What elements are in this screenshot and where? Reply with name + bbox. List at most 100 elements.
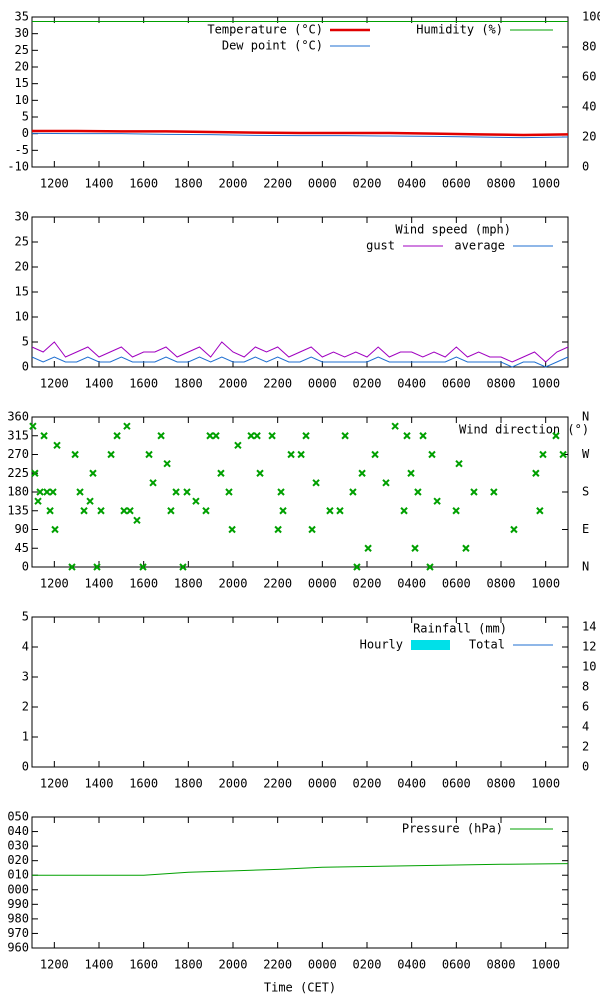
y-tick-label: 45 bbox=[15, 541, 29, 555]
x-tick-label: 0000 bbox=[308, 777, 337, 791]
x-tick-label: 2200 bbox=[263, 177, 292, 191]
direction-point bbox=[349, 488, 357, 496]
legend-label: Temperature (°C) bbox=[207, 23, 323, 37]
direction-point bbox=[145, 450, 153, 459]
x-tick-label: 0800 bbox=[487, 577, 516, 591]
x-tick-label: 0200 bbox=[353, 377, 382, 391]
y2-tick-label: 40 bbox=[582, 100, 596, 114]
direction-point bbox=[40, 432, 48, 440]
series-line bbox=[32, 863, 569, 876]
x-tick-label: 0800 bbox=[487, 958, 516, 972]
y-tick-label: 5 bbox=[22, 110, 29, 124]
direction-point bbox=[225, 488, 233, 496]
direction-point bbox=[455, 459, 463, 468]
y-tick-label: -5 bbox=[15, 143, 29, 157]
plot-border bbox=[31, 416, 569, 568]
y2-tick-label: N bbox=[582, 410, 589, 424]
x-axis-label: Time (CET) bbox=[264, 981, 336, 995]
x-tick-label: 0200 bbox=[353, 177, 382, 191]
x-tick-label: 1000 bbox=[531, 777, 560, 791]
y-tick-label: 5 bbox=[22, 335, 29, 349]
direction-point bbox=[139, 563, 147, 571]
direction-point bbox=[120, 507, 128, 515]
x-tick-label: 0400 bbox=[397, 577, 426, 591]
direction-point bbox=[157, 432, 165, 440]
direction-point bbox=[411, 544, 419, 552]
y-tick-label: 990 bbox=[7, 897, 29, 911]
direction-point bbox=[419, 432, 427, 440]
plot-border bbox=[31, 816, 569, 949]
y-tick-label: 020 bbox=[7, 853, 29, 867]
direction-point bbox=[167, 507, 175, 515]
direction-point bbox=[113, 432, 121, 440]
legend-label: Total bbox=[469, 638, 505, 652]
direction-point bbox=[253, 432, 261, 440]
y-tick-label: 4 bbox=[22, 640, 29, 654]
y2-tick-label: 20 bbox=[582, 130, 596, 144]
legend-label: gust bbox=[366, 239, 395, 253]
direction-point bbox=[76, 488, 84, 496]
x-tick-label: 1800 bbox=[174, 958, 203, 972]
direction-point bbox=[268, 432, 276, 440]
y-tick-label: 315 bbox=[7, 428, 29, 442]
direction-point bbox=[202, 507, 210, 515]
direction-point bbox=[133, 516, 141, 525]
x-tick-label: 0200 bbox=[353, 777, 382, 791]
y-tick-label: 000 bbox=[7, 882, 29, 896]
direction-point bbox=[86, 497, 94, 505]
x-tick-label: 0200 bbox=[353, 958, 382, 972]
direction-point bbox=[414, 488, 422, 496]
y2-tick-label: 2 bbox=[582, 740, 589, 754]
x-tick-label: 1200 bbox=[40, 577, 69, 591]
x-tick-label: 1400 bbox=[85, 958, 114, 972]
y-tick-label: 5 bbox=[22, 610, 29, 624]
direction-point bbox=[539, 450, 547, 459]
x-tick-label: 1000 bbox=[531, 577, 560, 591]
x-tick-label: 1400 bbox=[85, 177, 114, 191]
y-tick-label: 20 bbox=[15, 260, 29, 274]
direction-point bbox=[433, 497, 441, 505]
y2-tick-label: N bbox=[582, 560, 589, 574]
direction-point bbox=[536, 507, 544, 515]
x-tick-label: 1000 bbox=[531, 958, 560, 972]
series-line bbox=[32, 129, 569, 137]
x-tick-label: 2200 bbox=[263, 777, 292, 791]
chart-title: Wind direction (°) bbox=[459, 423, 589, 437]
y-tick-label: 980 bbox=[7, 911, 29, 925]
x-tick-label: 0400 bbox=[397, 377, 426, 391]
x-tick-label: 0200 bbox=[353, 577, 382, 591]
y-tick-label: 90 bbox=[15, 522, 29, 536]
x-tick-label: 1800 bbox=[174, 177, 203, 191]
direction-point bbox=[277, 488, 285, 496]
x-tick-label: 2000 bbox=[219, 777, 248, 791]
direction-point bbox=[179, 563, 187, 571]
direction-point bbox=[36, 488, 44, 496]
legend-label: Humidity (%) bbox=[416, 23, 503, 37]
y2-tick-label: 4 bbox=[582, 720, 589, 734]
y2-tick-label: 60 bbox=[582, 70, 596, 84]
direction-point bbox=[407, 469, 415, 477]
direction-point bbox=[206, 432, 214, 440]
y-tick-label: 15 bbox=[15, 285, 29, 299]
direction-point bbox=[163, 459, 171, 468]
direction-point bbox=[326, 507, 334, 515]
x-tick-label: 1600 bbox=[129, 377, 158, 391]
direction-point bbox=[183, 488, 191, 496]
x-tick-label: 0000 bbox=[308, 958, 337, 972]
chart-title: Wind speed (mph) bbox=[395, 223, 511, 237]
series-line bbox=[31, 341, 569, 363]
direction-point bbox=[308, 525, 316, 534]
y-tick-label: 135 bbox=[7, 503, 29, 517]
y2-tick-label: 80 bbox=[582, 40, 596, 54]
direction-point bbox=[462, 544, 470, 552]
direction-point bbox=[302, 432, 310, 440]
y-tick-label: 0 bbox=[22, 360, 29, 374]
y-tick-label: 25 bbox=[15, 43, 29, 57]
direction-point bbox=[80, 507, 88, 515]
y-tick-label: 10 bbox=[15, 310, 29, 324]
y-tick-label: 0 bbox=[22, 760, 29, 774]
x-tick-label: 0800 bbox=[487, 177, 516, 191]
x-tick-label: 2200 bbox=[263, 577, 292, 591]
legend-label: Dew point (°C) bbox=[222, 39, 323, 53]
